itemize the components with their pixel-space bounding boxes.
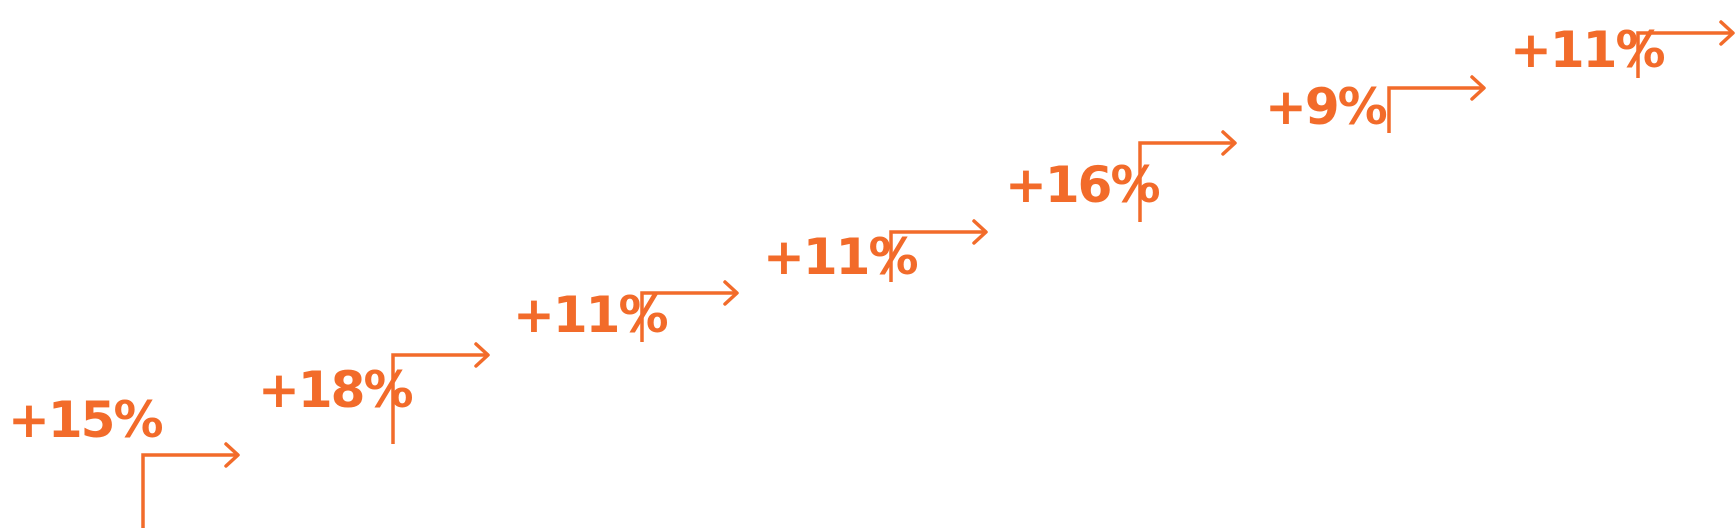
step-arrow-6 (1387, 75, 1486, 133)
step-label-4: +11% (763, 228, 919, 286)
step-arrow-1 (141, 442, 240, 528)
arrow-head-icon (1470, 75, 1486, 101)
step-line (391, 353, 488, 444)
step-line (1387, 86, 1484, 133)
step-label-5: +16% (1005, 156, 1161, 214)
step-arrow-4 (889, 219, 988, 282)
step-line (141, 453, 238, 528)
arrow-head-icon (972, 219, 988, 245)
step-label-1: +15% (8, 391, 164, 449)
step-line (1138, 141, 1235, 222)
step-line (1636, 31, 1733, 78)
step-arrow-7 (1636, 20, 1735, 78)
step-label-7: +11% (1510, 21, 1666, 79)
step-line (889, 230, 986, 282)
step-arrow-2 (391, 342, 490, 444)
step-arrow-5 (1138, 130, 1237, 222)
arrow-head-icon (474, 342, 490, 368)
step-label-2: +18% (258, 361, 414, 419)
step-label-6: +9% (1265, 78, 1388, 136)
step-arrow-3 (640, 280, 739, 342)
step-label-3: +11% (513, 286, 669, 344)
arrow-head-icon (224, 442, 240, 468)
arrow-head-icon (1719, 20, 1735, 46)
step-line (640, 291, 737, 342)
arrow-head-icon (723, 280, 739, 306)
arrow-head-icon (1221, 130, 1237, 156)
